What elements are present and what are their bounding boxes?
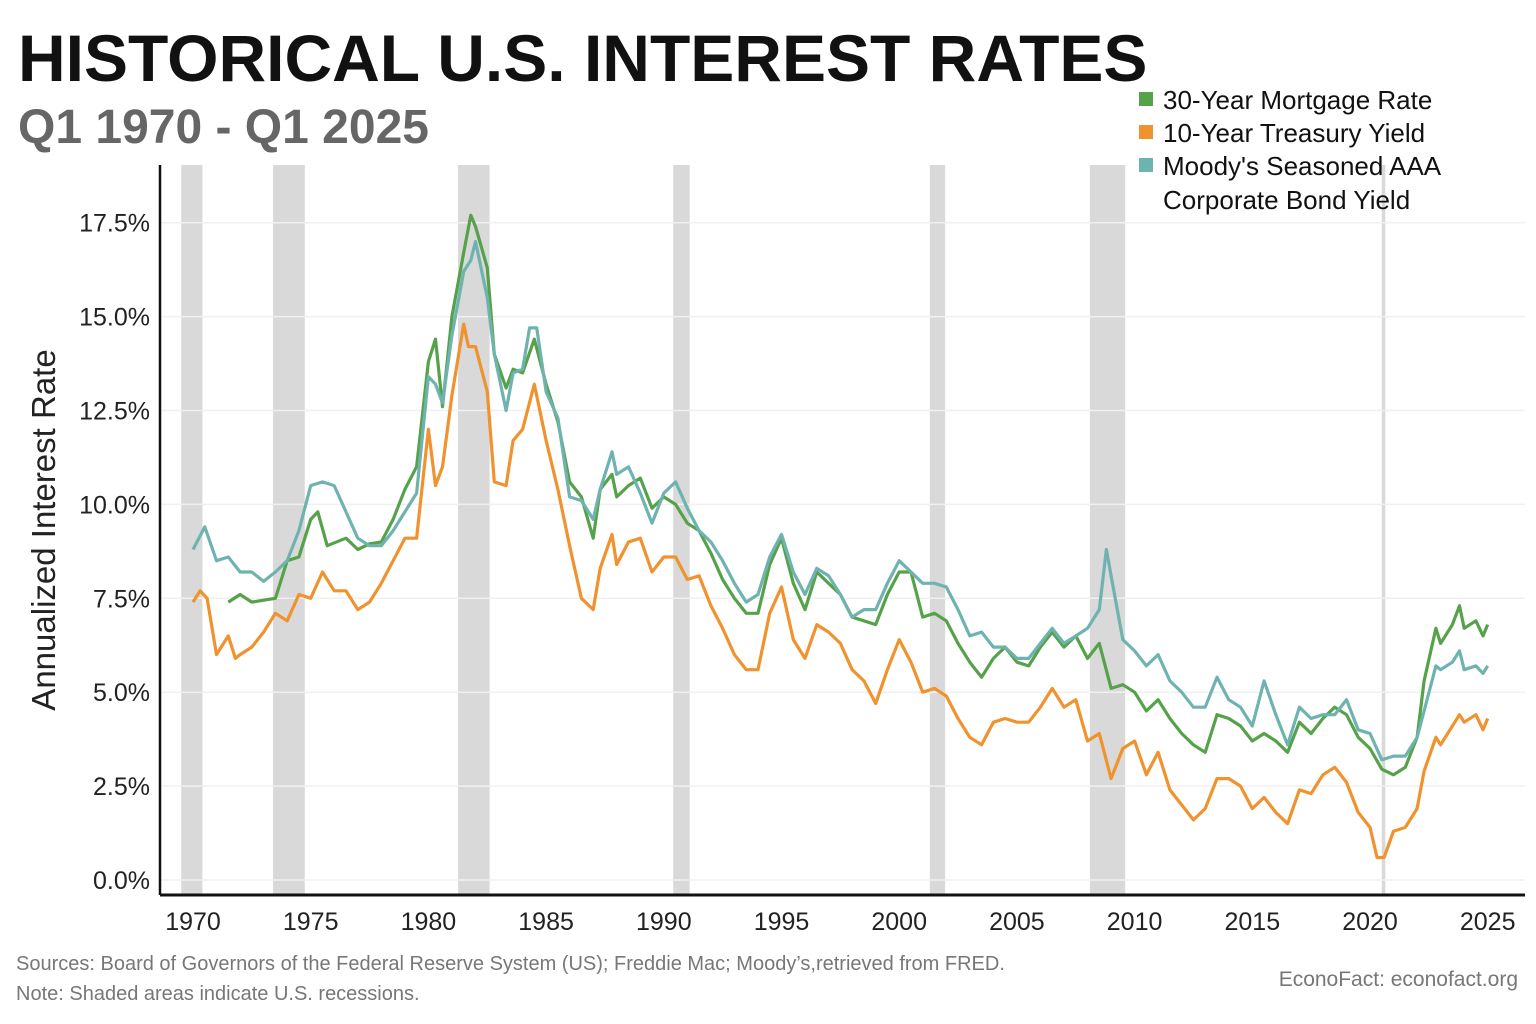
x-tick-label: 2015 — [1224, 908, 1280, 936]
y-tick-label: 12.5% — [79, 398, 150, 426]
x-tick-label: 1970 — [165, 908, 221, 936]
x-tick-label: 2025 — [1460, 908, 1516, 936]
y-tick-label: 7.5% — [93, 585, 150, 613]
x-tick-label: 1975 — [283, 908, 339, 936]
legend-label-continued: Corporate Bond Yield — [1163, 185, 1410, 215]
x-tick-label: 2000 — [871, 908, 927, 936]
legend-label: 10-Year Treasury Yield — [1163, 118, 1425, 148]
y-axis-label: Annualized Interest Rate — [25, 349, 62, 710]
legend-swatch — [1139, 158, 1153, 172]
x-tick-label: 2005 — [989, 908, 1045, 936]
y-tick-label: 15.0% — [79, 304, 150, 332]
chart-subtitle: Q1 1970 - Q1 2025 — [18, 101, 429, 154]
brand-text: EconoFact: econofact.org — [1278, 968, 1518, 991]
legend-swatch — [1139, 125, 1153, 139]
series-line-2 — [191, 239, 1490, 762]
x-tick-label: 1995 — [754, 908, 810, 936]
y-tick-label: 0.0% — [93, 867, 150, 895]
x-tick-label: 1985 — [518, 908, 574, 936]
series-line-1 — [191, 322, 1490, 860]
recession-band — [181, 165, 203, 895]
recession-band — [673, 165, 690, 895]
x-tick-label: 1990 — [636, 908, 692, 936]
recession-band — [1381, 165, 1386, 895]
y-tick-label: 17.5% — [79, 210, 150, 238]
y-tick-label: 5.0% — [93, 679, 150, 707]
sources-text: Sources: Board of Governors of the Feder… — [16, 953, 1005, 975]
x-tick-label: 2020 — [1342, 908, 1398, 936]
axes: 0.0% 2.5% 5.0% 7.5% 10.0% 12.5% 15.0% 17.5% 1970… — [79, 165, 1525, 936]
series-lines — [191, 213, 1490, 860]
y-tick-label: 10.0% — [79, 491, 150, 519]
chart-title: HISTORICAL U.S. INTEREST RATES — [18, 21, 1148, 95]
recession-band — [929, 165, 946, 895]
recession-band — [1089, 165, 1126, 895]
note-text: Note: Shaded areas indicate U.S. recessi… — [16, 983, 420, 1005]
legend-swatch — [1139, 92, 1153, 106]
y-tick-label: 2.5% — [93, 773, 150, 801]
x-tick-label: 2010 — [1107, 908, 1163, 936]
gridlines — [160, 221, 1525, 881]
legend-label: 30-Year Mortgage Rate — [1163, 85, 1432, 115]
x-tick-label: 1980 — [401, 908, 457, 936]
legend-label: Moody's Seasoned AAA — [1163, 151, 1442, 181]
